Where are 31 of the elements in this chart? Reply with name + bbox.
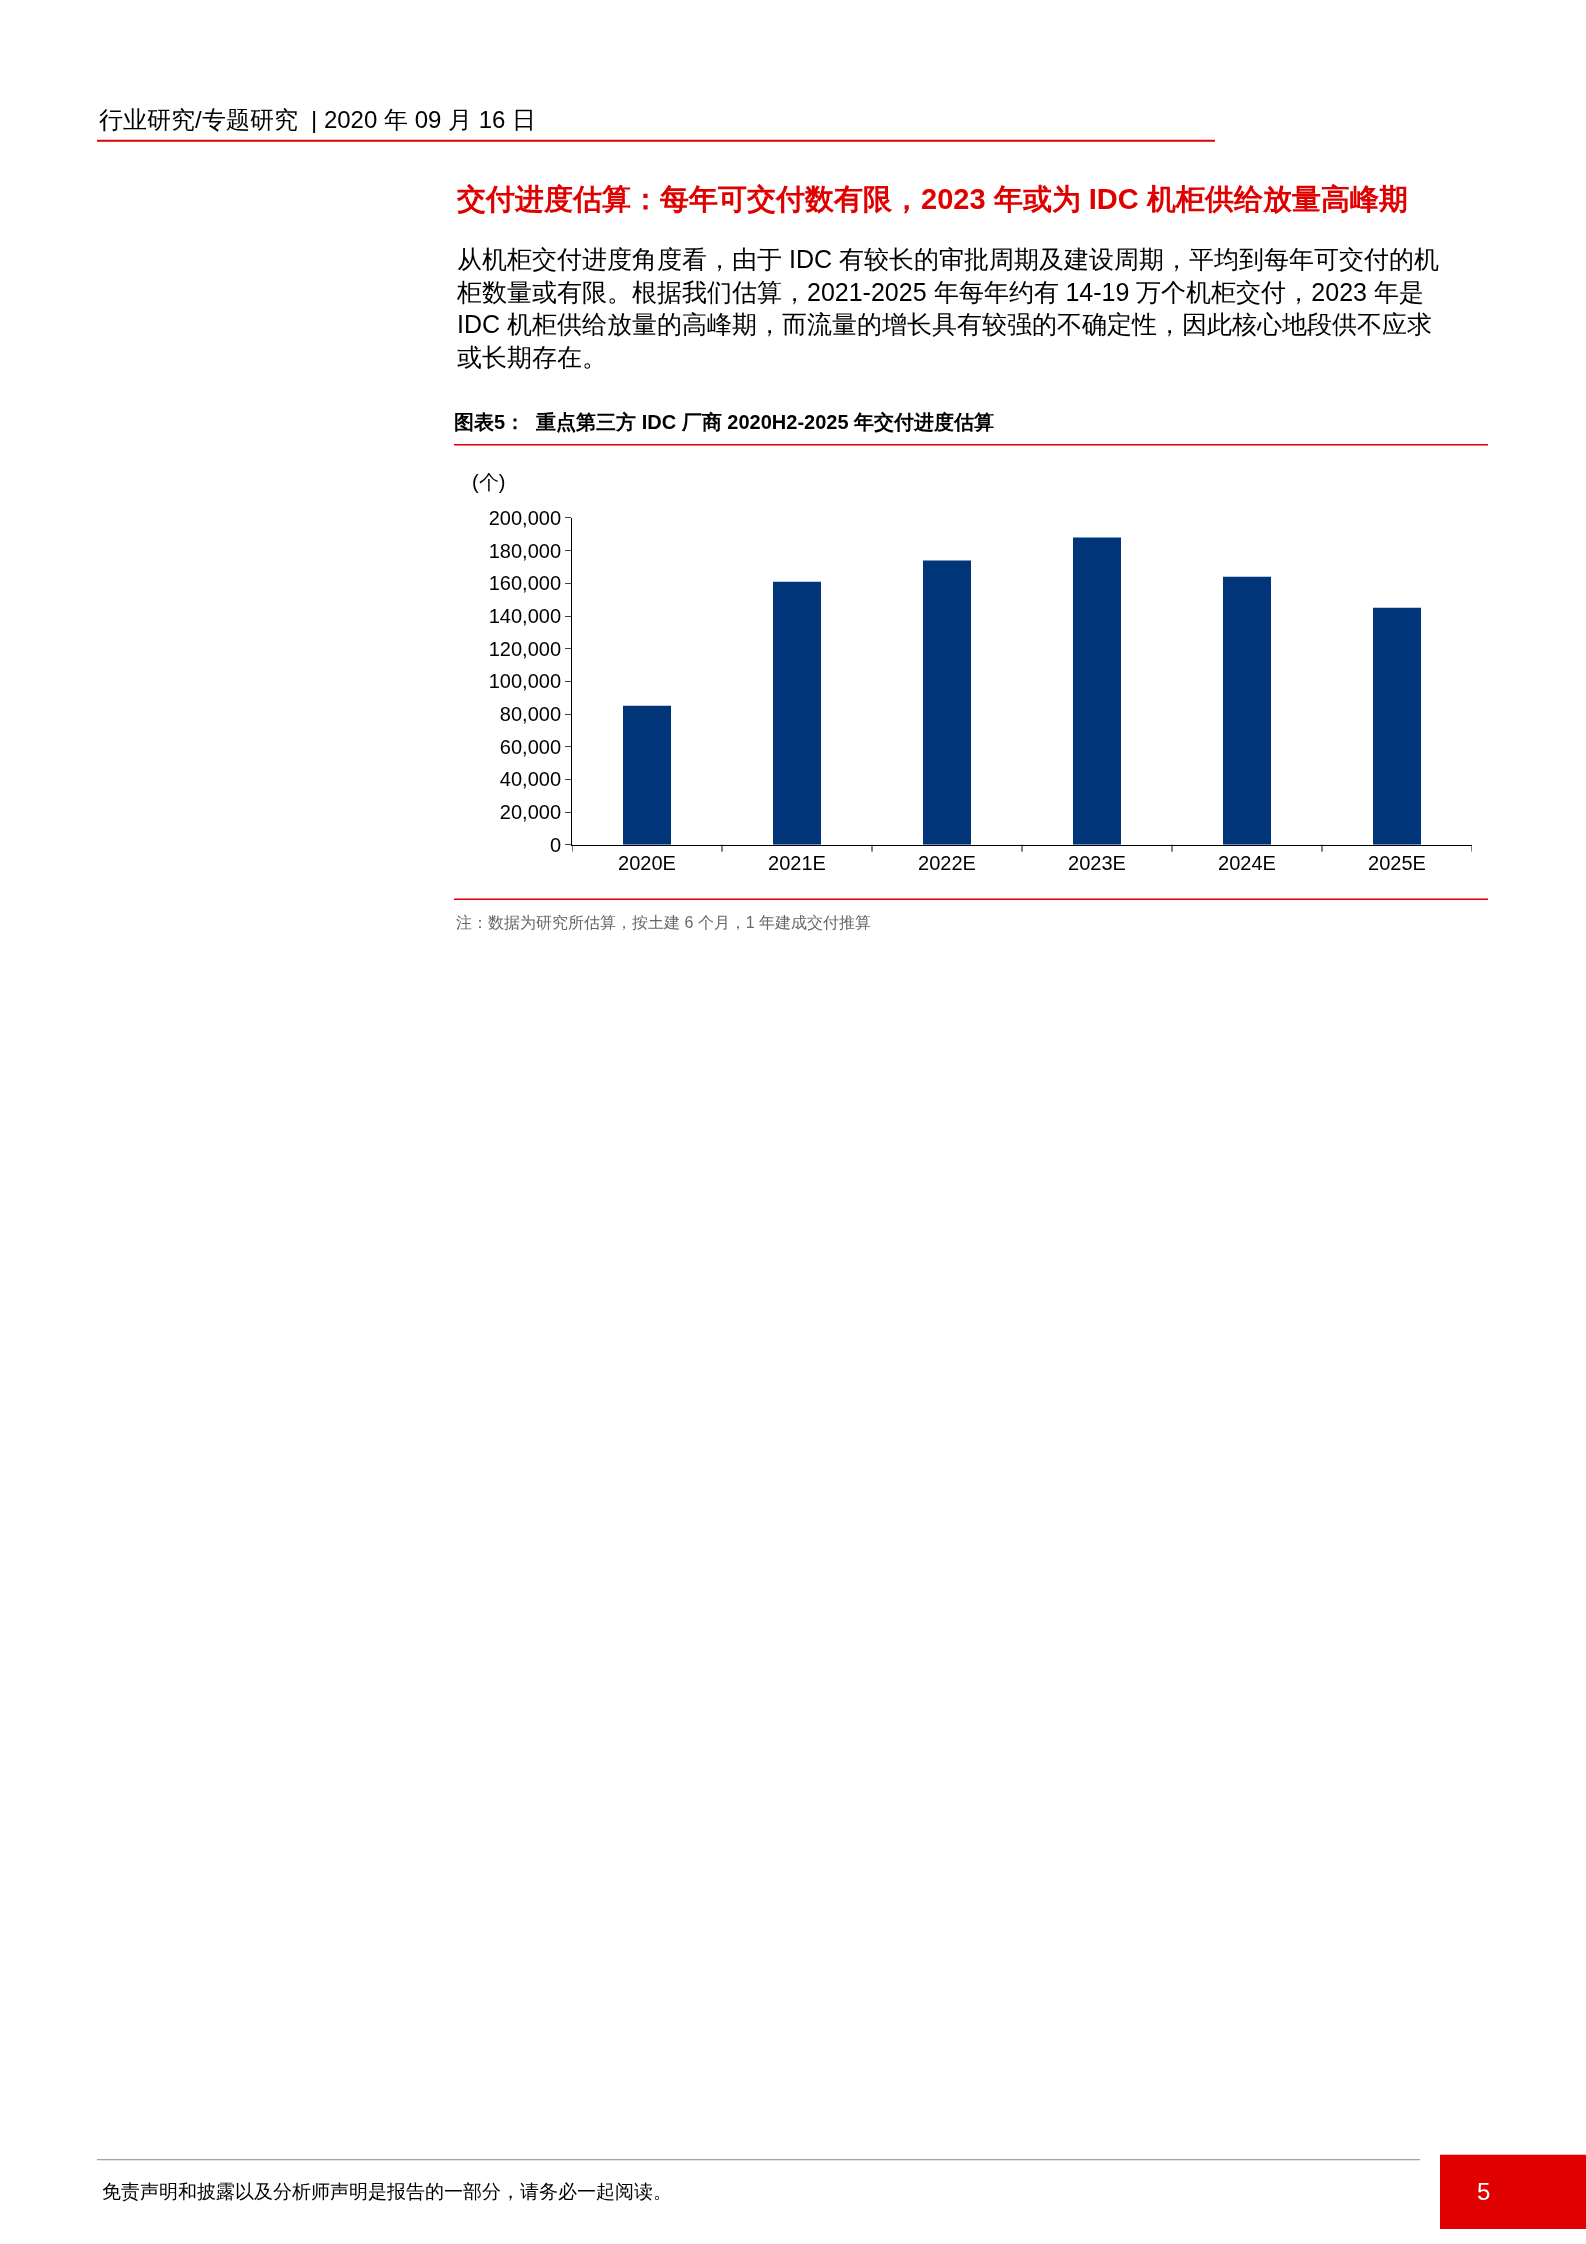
chart-title: 图表5： 重点第三方 IDC 厂商 2020H2-2025 年交付进度估算 <box>454 411 995 433</box>
y-tick-label: 60,000 <box>499 735 561 758</box>
x-tick-label: 2023E <box>1068 851 1126 874</box>
bar <box>923 560 971 845</box>
text: 注：数据为研究所估算，按土建 6 个月，1 年建成交付推算 <box>456 914 872 931</box>
y-tick-label: 180,000 <box>488 539 561 562</box>
bar <box>1223 576 1271 845</box>
text: 免责声明和披露以及分析师声明是报告的一部分，请务必一起阅读。 <box>102 2181 672 2202</box>
y-tick-label: 160,000 <box>488 572 561 595</box>
bar <box>1073 537 1121 845</box>
y-tick-label: 0 <box>549 833 561 856</box>
x-tick-label: 2021E <box>768 851 826 874</box>
x-tick-label: 2020E <box>618 851 676 874</box>
text: 从机柜交付进度角度看，由于 IDC 有较长的审批周期及建设周期，平均到每年可交付的机柜数量或有限。根据我们估算，2021-2025 年每年约有 14-19 万个机柜交付，2023 年是IDC 机柜供给放量的高峰期，而流量的增长具有较强的不确定性，因此核心地段供不应求或长期存在。 <box>456 245 1439 371</box>
text: 行业研究/专题研究 | 2020 年 09 月 16 日 <box>99 106 537 133</box>
y-tick-label: 80,000 <box>499 703 561 726</box>
text: 交付进度估算：每年可交付数有限，2023 年或为 IDC 机柜供给放量高峰期 <box>456 183 1408 215</box>
y-tick-label: 100,000 <box>488 670 561 693</box>
y-axis-title: (个) <box>472 471 506 493</box>
bar <box>623 705 671 845</box>
y-tick-label: 140,000 <box>488 605 561 628</box>
x-tick-label: 2024E <box>1218 851 1276 874</box>
y-tick-label: 120,000 <box>488 637 561 660</box>
y-tick-label: 20,000 <box>499 801 561 824</box>
bar <box>773 581 821 845</box>
y-tick-label: 40,000 <box>499 768 561 791</box>
y-tick-label: 200,000 <box>488 506 561 529</box>
x-tick-label: 2022E <box>918 851 976 874</box>
x-tick-label: 2025E <box>1368 851 1426 874</box>
text: 5 <box>1477 2178 1491 2205</box>
bar <box>1373 607 1421 845</box>
